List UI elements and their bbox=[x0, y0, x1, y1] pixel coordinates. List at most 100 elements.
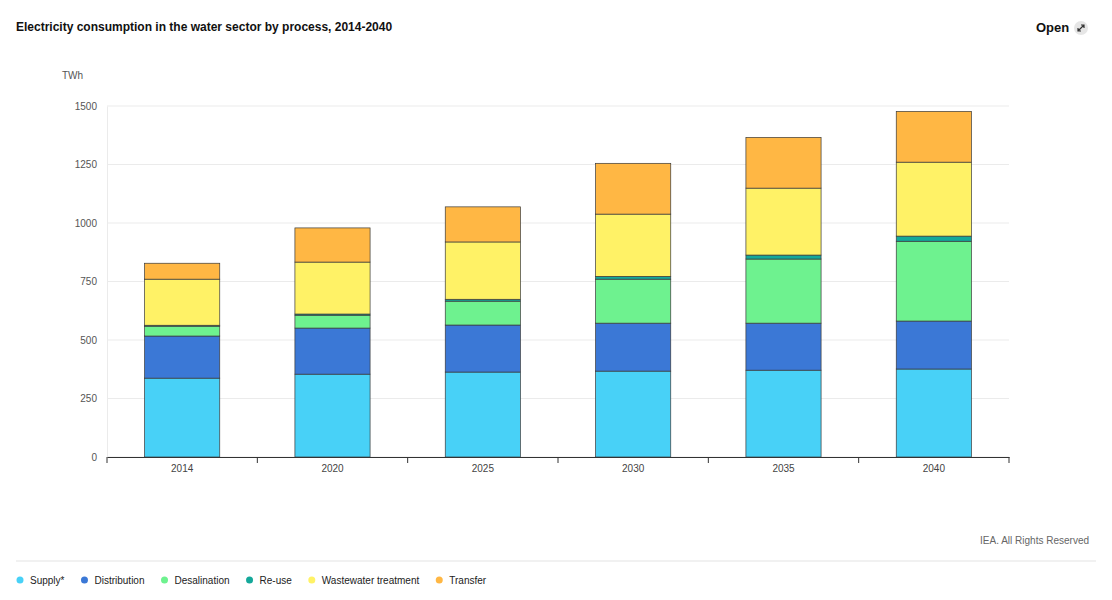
grid-line bbox=[107, 398, 1009, 399]
bar-segment bbox=[145, 279, 220, 325]
x-tick: 2020 bbox=[321, 457, 344, 474]
y-tick: 0 bbox=[91, 452, 107, 463]
y-tick: 1500 bbox=[75, 101, 107, 112]
x-tick-label: 2030 bbox=[622, 463, 645, 474]
y-tick-label: 250 bbox=[80, 393, 97, 404]
bar-segment bbox=[596, 279, 671, 323]
bar-segment bbox=[896, 236, 971, 241]
open-icon[interactable] bbox=[1074, 21, 1088, 35]
bar-segment bbox=[896, 369, 971, 457]
bar-segment bbox=[596, 276, 671, 279]
x-band-edge bbox=[107, 457, 108, 463]
bar-segment bbox=[896, 111, 971, 162]
title: Electricity consumption in the water sec… bbox=[16, 20, 392, 34]
x-tick-label: 2040 bbox=[923, 463, 946, 474]
bar-segment bbox=[445, 372, 520, 457]
series bbox=[145, 111, 972, 279]
chart: Electricity consumption in the water sec… bbox=[0, 0, 1112, 600]
y-tick: 750 bbox=[80, 276, 107, 287]
bar-segment bbox=[896, 241, 971, 321]
legend: Supply* Distribution Desalination Re-use Was… bbox=[17, 575, 487, 586]
x-tick: 2025 bbox=[472, 457, 495, 474]
legend-item: Transfer bbox=[436, 575, 487, 586]
x-tick: 2035 bbox=[772, 457, 795, 474]
legend-item: Desalination bbox=[161, 575, 230, 586]
x-tick-label: 2014 bbox=[171, 463, 194, 474]
x-tick-label: 2025 bbox=[472, 463, 495, 474]
bar-segment bbox=[295, 315, 370, 328]
y-tick-label: 1000 bbox=[75, 218, 98, 229]
series bbox=[145, 369, 972, 457]
bar-segment bbox=[596, 163, 671, 214]
bar-segment bbox=[746, 188, 821, 255]
legend-label: Wastewater treatment bbox=[322, 575, 420, 586]
bar-segment bbox=[145, 263, 220, 279]
y-tick-label: 500 bbox=[80, 335, 97, 346]
legend-swatch bbox=[436, 577, 443, 584]
separator bbox=[16, 561, 1096, 562]
bar-segment bbox=[746, 259, 821, 323]
bar-segment bbox=[145, 326, 220, 336]
x-tick-label: 2020 bbox=[321, 463, 344, 474]
bar-segment bbox=[445, 242, 520, 299]
legend-label: Transfer bbox=[449, 575, 487, 586]
grid-line bbox=[107, 106, 1009, 107]
x-band-edge bbox=[558, 457, 559, 463]
legend-item: Distribution bbox=[81, 575, 145, 586]
y-tick: 1250 bbox=[75, 159, 107, 170]
y-axis-label: TWh bbox=[62, 70, 83, 81]
bar-segment bbox=[896, 321, 971, 369]
x-axis: 2014 2020 2025 2030 2035 2040 bbox=[108, 457, 1010, 474]
y-tick-label: 750 bbox=[80, 276, 97, 287]
legend-swatch bbox=[246, 577, 253, 584]
y-axis: 0 250 500 750 1000 1250 1500 bbox=[75, 101, 108, 463]
grid-line bbox=[107, 340, 1009, 341]
bar-segment bbox=[596, 323, 671, 371]
bar-segment bbox=[746, 323, 821, 370]
legend-label: Desalination bbox=[175, 575, 230, 586]
x-band-edge bbox=[257, 457, 258, 463]
bar-segment bbox=[596, 371, 671, 457]
bar-segment bbox=[445, 325, 520, 372]
source: IEA. All Rights Reserved bbox=[980, 535, 1089, 546]
bar-segment bbox=[445, 301, 520, 325]
legend-item: Supply* bbox=[17, 575, 65, 586]
open-button[interactable]: Open bbox=[1036, 20, 1088, 35]
grid-line bbox=[107, 281, 1009, 282]
legend-label: Supply* bbox=[30, 575, 65, 586]
bar-segment bbox=[896, 162, 971, 236]
y-tick: 500 bbox=[80, 335, 107, 346]
bar-segment bbox=[596, 214, 671, 276]
x-band-edge bbox=[708, 457, 709, 463]
legend-item: Wastewater treatment bbox=[308, 575, 419, 586]
series bbox=[145, 241, 972, 336]
x-tick: 2030 bbox=[622, 457, 645, 474]
x-band-edge bbox=[858, 457, 859, 463]
legend-label: Re-use bbox=[260, 575, 293, 586]
bar-segment bbox=[295, 262, 370, 314]
bar-segment bbox=[445, 207, 520, 242]
bars bbox=[145, 111, 972, 457]
open-icon-arrow[interactable] bbox=[1078, 25, 1084, 31]
grid bbox=[107, 106, 1009, 457]
x-tick-label: 2035 bbox=[772, 463, 795, 474]
legend-label: Distribution bbox=[94, 575, 144, 586]
y-tick-label: 1500 bbox=[75, 101, 98, 112]
bar-segment bbox=[746, 137, 821, 188]
legend-swatch bbox=[308, 577, 315, 584]
open-label[interactable]: Open bbox=[1036, 20, 1069, 35]
legend-swatch bbox=[81, 577, 88, 584]
bar-segment bbox=[295, 328, 370, 374]
grid-line bbox=[107, 164, 1009, 165]
x-band-edge bbox=[407, 457, 408, 463]
y-tick: 1000 bbox=[75, 218, 107, 229]
y-tick: 250 bbox=[80, 393, 107, 404]
x-tick: 2014 bbox=[171, 457, 194, 474]
x-band-edge bbox=[1009, 457, 1010, 463]
bar-segment bbox=[295, 374, 370, 457]
grid-line bbox=[107, 223, 1009, 224]
x-tick: 2040 bbox=[923, 457, 946, 474]
legend-swatch bbox=[17, 577, 24, 584]
bar-segment bbox=[746, 370, 821, 457]
legend-item: Re-use bbox=[246, 575, 292, 586]
